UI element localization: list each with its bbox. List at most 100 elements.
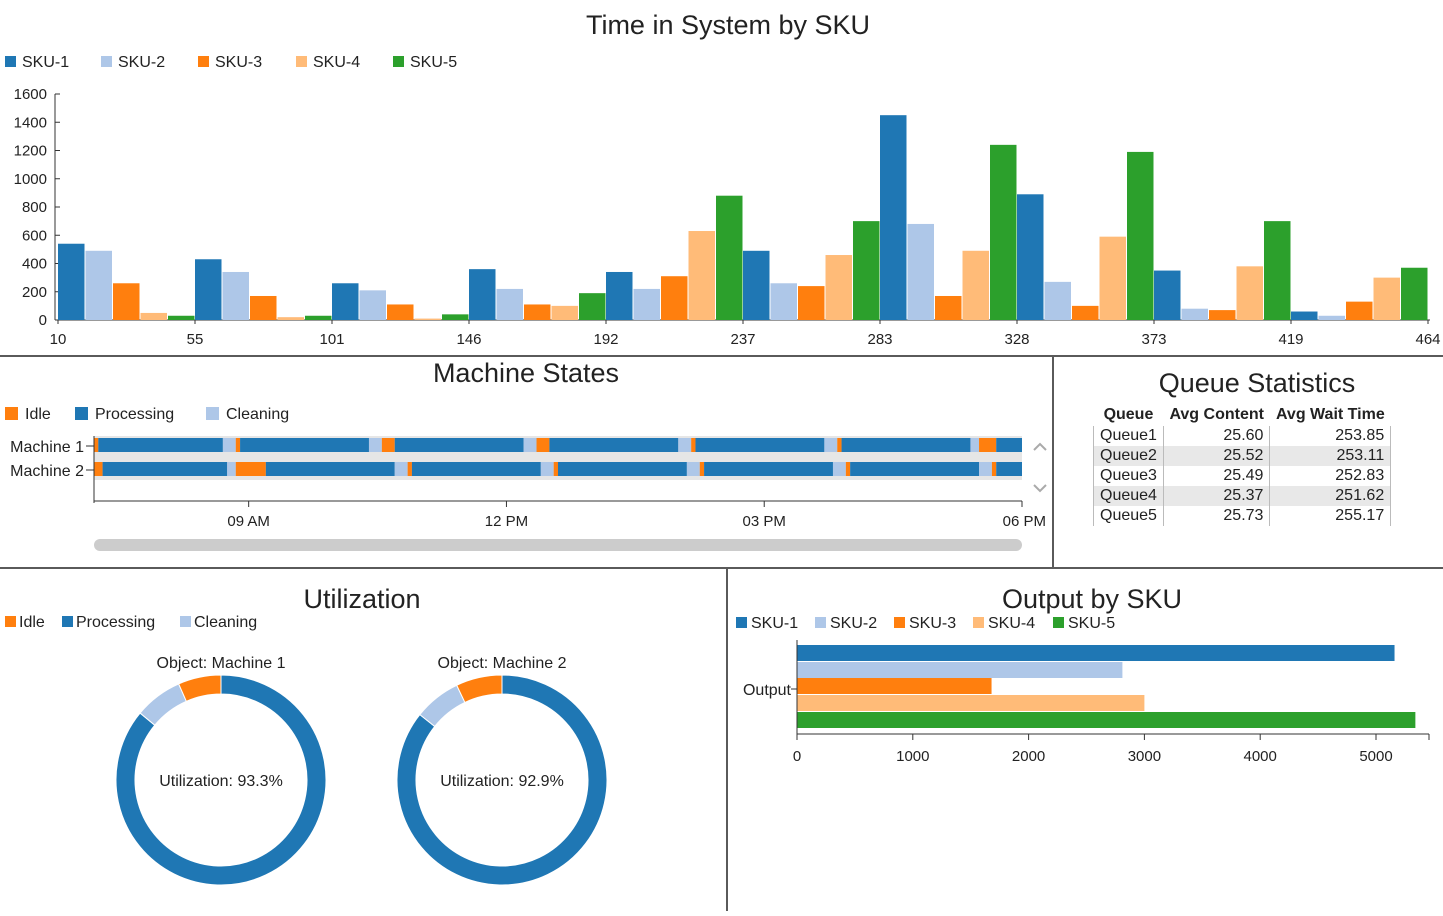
bar <box>442 314 469 320</box>
bar <box>797 678 992 694</box>
scroll-down-icon[interactable] <box>1033 484 1047 493</box>
table-row: Queue5 25.73 255.17 <box>1093 506 1392 526</box>
donut-slice <box>456 674 503 704</box>
avg-wait-time: 251.62 <box>1269 486 1392 506</box>
utilization-value: Utilization: 92.9% <box>440 773 564 790</box>
legend-swatch <box>206 407 219 420</box>
legend-swatch <box>894 617 905 628</box>
state-segment <box>695 438 825 452</box>
state-segment <box>841 438 971 452</box>
bar <box>140 312 167 320</box>
output-title: Output by SKU <box>1002 584 1182 614</box>
bar <box>1044 281 1071 320</box>
x-tick-label: 55 <box>187 331 204 348</box>
time-tick-label: 03 PM <box>743 513 786 530</box>
bar <box>469 269 496 320</box>
bar <box>579 293 606 320</box>
donut-slice <box>115 674 327 886</box>
legend-label: Cleaning <box>226 406 289 423</box>
x-tick-label: 373 <box>1141 331 1166 348</box>
legend-label: Idle <box>19 614 45 631</box>
time-tick-label: 12 PM <box>485 513 528 530</box>
utilization-chart: Utilization Idle Processing Cleaning Objec… <box>5 584 608 886</box>
scroll-up-icon[interactable] <box>1033 442 1047 451</box>
bar <box>359 290 386 320</box>
legend-swatch <box>198 56 209 67</box>
state-segment <box>686 462 700 476</box>
queue-statistics-panel: Queue Statistics Queue Avg Content Avg W… <box>1055 358 1443 566</box>
state-segment <box>94 462 103 476</box>
legend-swatch <box>5 407 18 420</box>
queue-name: Queue5 <box>1093 506 1164 526</box>
bar <box>606 271 633 320</box>
output-by-sku-chart: Output by SKU SKU-1 SKU-2 SKU-3 SKU-4 SKU-5 … <box>736 584 1430 765</box>
utilization-title: Utilization <box>303 584 420 614</box>
x-tick-label: 237 <box>730 331 755 348</box>
output-bars: Output <box>743 645 1416 728</box>
bar <box>1017 194 1044 320</box>
legend-label: Idle <box>25 406 51 423</box>
x-tick-label: 283 <box>867 331 892 348</box>
queue-name: Queue4 <box>1093 486 1164 506</box>
state-segment <box>553 462 558 476</box>
queue-name: Queue2 <box>1093 446 1164 466</box>
avg-content: 25.49 <box>1162 466 1271 486</box>
legend-label: SKU-3 <box>215 54 262 71</box>
x-tick-label: 5000 <box>1359 748 1392 765</box>
bar <box>414 318 441 320</box>
legend-swatch <box>62 616 73 627</box>
avg-wait-time: 252.83 <box>1269 466 1392 486</box>
time-in-system-panel: Time in System by SKU SKU-1 SKU-2 SKU-3 SKU… <box>0 0 1443 356</box>
table-row: Queue1 25.60 253.85 <box>1093 426 1392 446</box>
bar <box>222 271 249 320</box>
donut-slice <box>139 683 188 726</box>
legend-label: SKU-2 <box>118 54 165 71</box>
queue-name: Queue3 <box>1093 466 1164 486</box>
table-row: Queue4 25.37 251.62 <box>1093 486 1392 506</box>
x-tick-label: 419 <box>1278 331 1303 348</box>
donut-slice <box>178 674 222 702</box>
legend-label: Processing <box>76 614 155 631</box>
state-segment <box>837 438 842 452</box>
table-row: Queue3 25.49 252.83 <box>1093 466 1392 486</box>
header-avg-content: Avg Content <box>1169 406 1264 423</box>
state-segment <box>850 462 980 476</box>
header-queue: Queue <box>1103 406 1154 423</box>
bar <box>387 304 414 320</box>
x-tick-label: 464 <box>1415 331 1440 348</box>
utilization-legend: Idle Processing Cleaning <box>5 614 257 631</box>
time-in-system-title: Time in System by SKU <box>586 10 870 40</box>
machine-states-time-axis: 09 AM 12 PM 03 PM 06 PM <box>93 436 1046 530</box>
time-tick-label: 09 AM <box>227 513 270 530</box>
state-segment <box>407 462 412 476</box>
state-segment <box>235 462 266 476</box>
bar <box>332 283 359 320</box>
bar <box>825 255 852 320</box>
legend-label: SKU-4 <box>313 54 360 71</box>
x-tick-label: 1000 <box>896 748 929 765</box>
utilization-value: Utilization: 93.3% <box>159 773 283 790</box>
horizontal-scrollbar[interactable] <box>94 539 1022 551</box>
donut-object-label: Object: Machine 2 <box>438 655 567 672</box>
legend-swatch <box>5 56 16 67</box>
x-tick-label: 328 <box>1004 331 1029 348</box>
x-tick-label: 101 <box>319 331 344 348</box>
legend-swatch <box>815 617 826 628</box>
bar <box>1099 236 1126 320</box>
state-segment <box>227 462 236 476</box>
divider-util-output <box>726 568 728 911</box>
avg-wait-time: 255.17 <box>1269 506 1392 526</box>
state-segment <box>523 438 537 452</box>
bar <box>1264 221 1291 320</box>
bar <box>770 283 797 320</box>
y-tick-label: 1600 <box>14 86 47 103</box>
machine-label: Machine 1 <box>10 439 84 456</box>
state-segment <box>240 438 369 452</box>
header-avg-wait-time: Avg Wait Time <box>1275 406 1385 423</box>
state-segment <box>98 438 223 452</box>
legend-label: SKU-2 <box>830 615 877 632</box>
y-tick-label: 0 <box>39 312 47 329</box>
bar <box>935 295 962 320</box>
bar <box>1072 305 1099 320</box>
time-in-system-bars <box>58 115 1428 320</box>
